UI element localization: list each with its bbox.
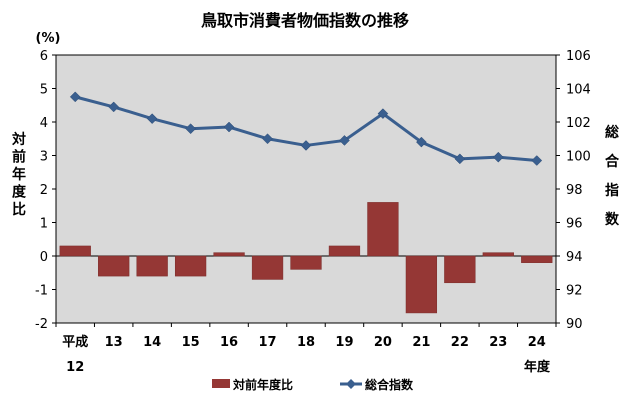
line-marker [69,91,81,103]
y-left-tick-label: 1 [40,217,48,232]
y-right-tick-label: 102 [566,116,591,131]
chart-title: 鳥取市消費者物価指数の推移 [201,11,409,30]
legend-line-marker [346,379,356,389]
legend-bar-label: 対前年度比 [232,377,293,392]
line-marker [339,135,350,146]
bar [482,252,514,257]
y-left-tick-label: -2 [35,317,48,332]
y-right-axis-title: 総合指数 [605,124,620,228]
bar [328,245,361,257]
line-series [69,91,543,166]
x-tick-label-line2: 12 [66,360,84,375]
line-marker [146,113,158,125]
bar-series [59,202,553,314]
y-right-tick-label: 106 [566,49,591,64]
x-axis-labels: 平成 12 13 14 15 16 17 18 19 20 21 22 23 24 [62,334,546,375]
x-tick-label: 17 [258,335,276,350]
y-left-axis-title: 対前年度比 [11,131,27,218]
x-tick-label: 15 [182,335,200,350]
y-left-unit: (%) [36,31,61,46]
bar [290,255,322,270]
axes: 6 5 4 3 2 1 0 -1 -2 106 104 102 100 98 96 94 92 90 [35,49,591,332]
y-left-tick-label: 2 [40,183,48,198]
x-tick-label: 21 [412,335,430,350]
x-tick-label: 24 [528,335,546,350]
line-marker [108,101,120,113]
line-marker [492,151,504,163]
line-marker [416,136,427,148]
bar [213,252,245,257]
bar [136,255,168,277]
yl-title-text: 対前年度比 [11,131,27,218]
x-axis-unit: 年度 [524,359,551,375]
y-right-tick-label: 100 [566,150,591,165]
legend: 対前年度比 総合指数 [212,377,414,392]
plot-area [55,54,557,324]
y-right-tick-label: 94 [566,250,583,265]
line-marker [262,133,273,145]
bar [367,202,399,257]
x-tick-label: 平成 [62,334,88,350]
x-tick-label: 19 [335,335,353,350]
bar [444,255,476,284]
legend-line-label: 総合指数 [365,377,414,392]
yr-title-text: 総合指数 [605,124,620,228]
y-right-tick-label: 98 [566,183,583,198]
y-left-tick-label: 0 [40,250,48,265]
x-tick-label: 20 [374,335,392,350]
y-left-tick-label: 4 [40,116,48,131]
line-marker [223,121,235,133]
x-tick-label: 22 [451,335,469,350]
x-tick-label: 18 [297,335,315,350]
y-left-tick-label: 6 [40,49,48,64]
y-left-tick-label: 5 [40,83,48,98]
bar [521,255,553,263]
y-right-tick-label: 90 [566,317,583,332]
line-marker [531,155,543,166]
x-tick-label: 13 [105,335,123,350]
bar [251,255,284,280]
x-tick-label: 14 [143,335,161,350]
y-right-tick-label: 96 [566,217,583,232]
bar [174,255,207,277]
line-marker [185,123,196,135]
bar [405,255,438,314]
y-right-tick-label: 104 [566,83,591,98]
bar [59,245,91,257]
line-marker [300,140,312,151]
line-marker [454,153,466,165]
x-tick-label: 23 [489,335,507,350]
y-left-tick-label: 3 [40,150,48,165]
bar [98,255,130,277]
legend-bar-swatch [212,379,230,388]
x-tick-label: 16 [220,335,238,350]
y-right-tick-label: 92 [566,284,583,299]
line-marker [377,108,389,119]
y-left-tick-label: -1 [35,284,48,299]
